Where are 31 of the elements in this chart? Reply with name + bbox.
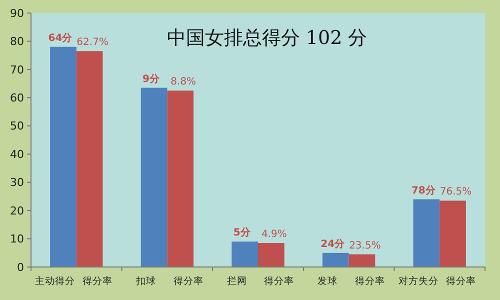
x-tick-label: 得分率 bbox=[173, 275, 204, 287]
x-tick-label: 扣球 bbox=[135, 275, 156, 287]
annotation: 8.8% bbox=[170, 76, 196, 88]
y-tick-label: 90 bbox=[10, 6, 24, 20]
y-tick-label: 10 bbox=[10, 232, 24, 246]
annotation: 9分 bbox=[142, 72, 161, 85]
x-tick-label: 发球 bbox=[318, 275, 338, 287]
annotation: 64分 bbox=[48, 32, 74, 44]
x-tick-label: 得分率 bbox=[446, 275, 476, 287]
x-tick-label: 主动得分 bbox=[35, 275, 76, 287]
annotation: 23.5% bbox=[349, 240, 381, 252]
text: 中国女排总得分 102 分 bbox=[166, 27, 368, 49]
y-tick-label: 80 bbox=[10, 35, 24, 48]
y-tick-label: 0 bbox=[17, 260, 24, 274]
y-tick-label: 20 bbox=[10, 204, 24, 218]
x-tick-label: 对方失分 bbox=[398, 275, 438, 287]
annotation: 4.9% bbox=[261, 229, 287, 240]
annotation: 62.7% bbox=[76, 37, 108, 48]
y-tick-label: 70 bbox=[10, 63, 24, 76]
x-tick-label: 拦网 bbox=[226, 275, 247, 287]
x-tick-label: 得分率 bbox=[354, 275, 385, 287]
annotation: 78分 bbox=[411, 184, 436, 196]
y-tick-label: 30 bbox=[10, 176, 24, 190]
y-tick-label: 40 bbox=[10, 148, 24, 161]
annotation: 5分 bbox=[233, 226, 252, 239]
annotation: 76.5% bbox=[440, 186, 472, 198]
x-tick-label: 得分率 bbox=[264, 275, 294, 287]
annotation: 24分 bbox=[320, 238, 346, 250]
x-tick-label: 得分率 bbox=[82, 275, 113, 287]
y-tick-label: 60 bbox=[10, 92, 24, 105]
y-tick-label: 50 bbox=[10, 120, 24, 133]
